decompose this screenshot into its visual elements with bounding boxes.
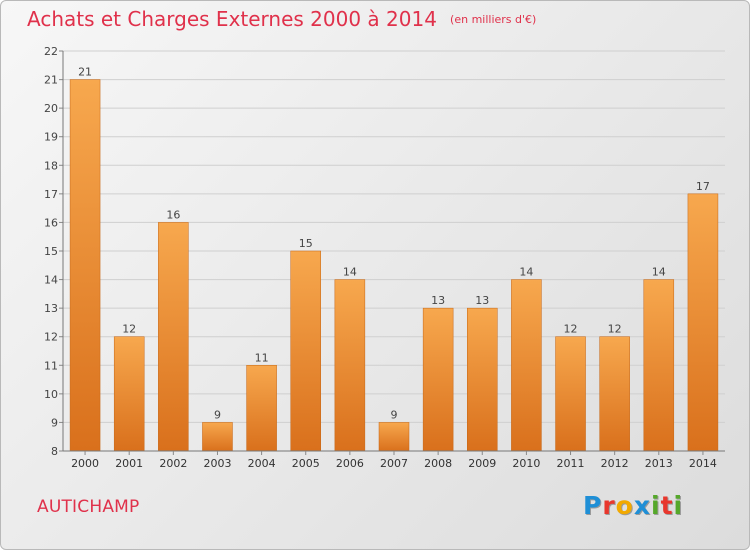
x-tick-label: 2008 (424, 457, 452, 470)
bar (158, 222, 189, 452)
x-tick-label: 2002 (159, 457, 187, 470)
y-tick-label: 21 (44, 74, 58, 87)
logo-letter: x (633, 491, 651, 520)
bar-value-label: 13 (475, 294, 489, 307)
bar (246, 365, 277, 452)
bar (555, 336, 586, 452)
bar (422, 307, 454, 452)
y-tick-label: 19 (44, 131, 58, 144)
bar (69, 79, 101, 452)
y-tick-label: 8 (51, 445, 58, 458)
y-tick-label: 12 (44, 331, 58, 344)
x-tick-label: 2006 (336, 457, 364, 470)
x-tick-label: 2000 (71, 457, 99, 470)
bar (643, 279, 675, 452)
bar-value-label: 12 (122, 323, 136, 336)
bar (687, 193, 719, 452)
x-tick-label: 2004 (248, 457, 276, 470)
y-tick-label: 18 (44, 159, 58, 172)
x-tick-label: 2003 (203, 457, 231, 470)
x-tick-label: 2009 (468, 457, 496, 470)
x-tick-label: 2011 (557, 457, 585, 470)
x-tick-label: 2001 (115, 457, 143, 470)
bar-value-label: 11 (255, 351, 269, 364)
bar-value-label: 9 (214, 408, 221, 421)
x-tick-label: 2007 (380, 457, 408, 470)
x-tick-label: 2014 (689, 457, 717, 470)
bar-value-label: 14 (519, 266, 533, 279)
y-tick-label: 14 (44, 274, 58, 287)
chart-subtitle: (en milliers d'€) (450, 13, 537, 26)
bar (467, 307, 498, 452)
bar-value-label: 14 (343, 266, 357, 279)
bar (511, 279, 542, 452)
bar (334, 279, 366, 452)
x-tick-label: 2010 (512, 457, 540, 470)
bar-value-label: 15 (299, 237, 313, 250)
bar-value-label: 12 (564, 323, 578, 336)
bar-value-label: 14 (652, 266, 666, 279)
y-tick-label: 16 (44, 216, 58, 229)
y-tick-label: 20 (44, 102, 58, 115)
bar-value-label: 9 (391, 408, 398, 421)
x-tick-label: 2005 (292, 457, 320, 470)
logo-letter: i (673, 491, 684, 520)
x-tick-label: 2012 (601, 457, 629, 470)
title-row: Achats et Charges Externes 2000 à 2014 (… (27, 7, 536, 31)
bar-value-label: 16 (166, 208, 180, 221)
x-tick-label: 2013 (645, 457, 673, 470)
logo-letter: i (651, 491, 661, 520)
logo-letter: r (602, 491, 616, 520)
bar (599, 336, 630, 452)
bar-value-label: 12 (608, 323, 622, 336)
commune-name: AUTICHAMP (37, 497, 140, 517)
logo-letter: o (615, 491, 634, 520)
bar-value-label: 17 (696, 180, 710, 193)
axes: 8 9 10 11 12 13 14 15 16 17 18 19 20 21 22 2000 2001 2002… (44, 45, 725, 470)
y-tick-label: 10 (44, 388, 58, 401)
y-tick-label: 22 (44, 45, 58, 58)
bar-value-label: 21 (78, 66, 92, 79)
logo-letter: P (583, 491, 603, 520)
chart-title: Achats et Charges Externes 2000 à 2014 (27, 7, 437, 31)
proxiti-logo: Proxiti (583, 491, 683, 520)
logo-letter: t (660, 491, 674, 520)
y-tick-label: 13 (44, 302, 58, 315)
bars: 21 12 16 9 11 15 14 9 13 13 14 12 12 14 17 (69, 66, 719, 452)
bar-value-label: 13 (431, 294, 445, 307)
y-tick-label: 17 (44, 188, 58, 201)
bar (202, 422, 233, 452)
y-tick-label: 15 (44, 245, 58, 258)
y-tick-label: 11 (44, 359, 58, 372)
bar (113, 336, 145, 452)
bar (290, 250, 321, 452)
bar (378, 422, 410, 452)
y-tick-label: 9 (51, 416, 58, 429)
